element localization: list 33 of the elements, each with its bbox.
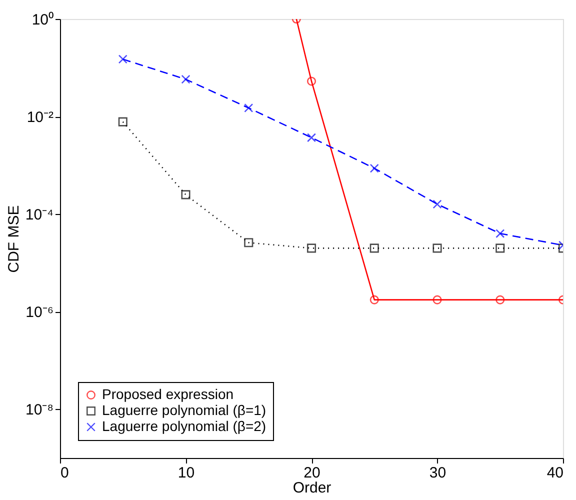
y-axis-title: CDF MSE (5, 205, 22, 273)
point (370, 164, 379, 173)
point (496, 295, 505, 304)
point (244, 238, 254, 248)
x-tick-label: 0 (60, 464, 69, 482)
point (181, 190, 190, 200)
point (432, 200, 442, 209)
legend-label: Laguerre polynomial (β=1) (102, 402, 266, 418)
legend-label: Proposed expression (102, 386, 234, 402)
y-tick-label: 10⁻² (26, 109, 54, 126)
y-tick-label: 10⁻⁸ (25, 402, 54, 419)
point (244, 103, 254, 112)
legend-label: Laguerre polynomial (β=2) (102, 418, 266, 434)
point (432, 295, 442, 304)
point (306, 76, 316, 86)
point (306, 133, 316, 142)
y-tick-label: 10⁻⁶ (26, 304, 54, 322)
point (181, 74, 190, 84)
point (118, 117, 128, 126)
x-tick-label: 40 (546, 464, 564, 482)
x-tick-label: 30 (429, 464, 446, 482)
point (432, 244, 442, 253)
x-tick-label: 20 (304, 464, 320, 482)
point (306, 244, 316, 253)
x-tick-label: 10 (178, 464, 195, 482)
y-tick-label: 10⁻⁴ (25, 206, 54, 224)
point (496, 244, 505, 253)
point (118, 54, 128, 64)
point (496, 229, 505, 238)
x-axis-title: Order (292, 480, 332, 496)
point (370, 295, 379, 304)
y-tick-label: 10⁰ (32, 12, 54, 28)
point (370, 244, 379, 253)
